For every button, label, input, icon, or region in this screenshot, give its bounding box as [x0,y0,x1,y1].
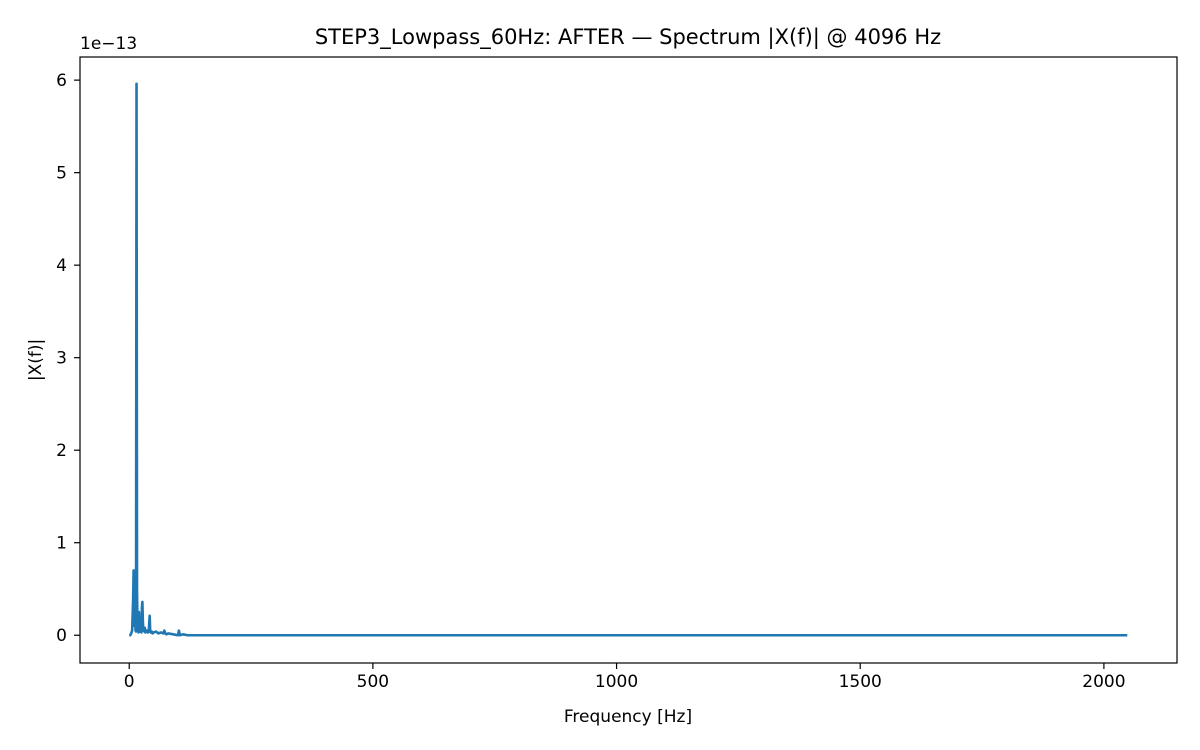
y-tick-label: 5 [56,164,67,184]
y-axis-ticks: 0 1 2 3 4 5 6 [56,71,80,646]
y-tick-label: 6 [56,71,67,91]
spectrum-line [128,82,1128,637]
plot-frame [79,56,1178,664]
x-tick-label: 1000 [595,672,638,692]
x-tick-label: 1500 [839,672,882,692]
y-tick-label: 3 [56,349,67,369]
y-axis-label: |X(f)| [26,339,46,381]
y-offset-text: 1e−13 [80,34,137,54]
y-tick-label: 0 [56,626,67,646]
x-axis-label: Frequency [Hz] [564,707,692,727]
y-tick-label: 4 [56,256,67,276]
y-tick-label: 1 [56,534,67,554]
x-tick-label: 500 [357,672,389,692]
x-tick-label: 2000 [1082,672,1125,692]
chart-title: STEP3_Lowpass_60Hz: AFTER — Spectrum |X(… [315,25,941,50]
x-tick-label: 0 [124,672,135,692]
y-tick-label: 2 [56,441,67,461]
x-axis-ticks: 0 500 1000 1500 2000 [124,663,1126,692]
series-layer [128,82,1128,637]
